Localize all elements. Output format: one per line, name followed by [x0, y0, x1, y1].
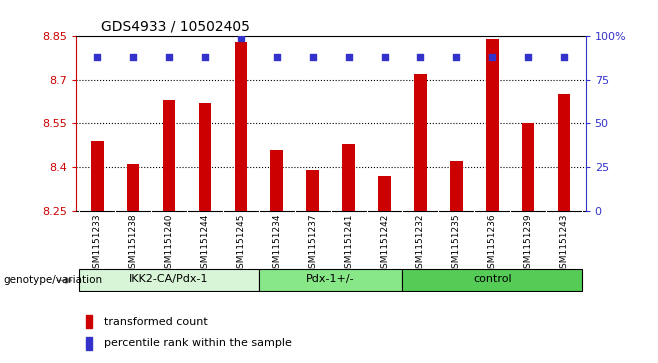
Bar [235, 42, 247, 211]
Bar [163, 100, 175, 211]
Text: Pdx-1+/-: Pdx-1+/- [307, 274, 355, 284]
Text: GSM1151235: GSM1151235 [452, 213, 461, 274]
Bar [127, 164, 139, 211]
Point [487, 54, 497, 60]
FancyBboxPatch shape [259, 269, 403, 291]
Text: genotype/variation: genotype/variation [3, 275, 103, 285]
Text: GSM1151240: GSM1151240 [164, 213, 174, 274]
Bar [378, 176, 391, 211]
Point [236, 35, 246, 41]
Point [92, 54, 103, 60]
Bar [91, 141, 103, 211]
Bar [307, 170, 319, 211]
Text: GSM1151233: GSM1151233 [93, 213, 102, 274]
FancyBboxPatch shape [403, 269, 582, 291]
Text: GSM1151245: GSM1151245 [236, 213, 245, 274]
Bar [486, 39, 499, 211]
Text: GSM1151236: GSM1151236 [488, 213, 497, 274]
Bar [270, 150, 283, 211]
Text: GSM1151242: GSM1151242 [380, 213, 389, 274]
Bar [199, 103, 211, 211]
Text: percentile rank within the sample: percentile rank within the sample [104, 338, 291, 348]
Text: IKK2-CA/Pdx-1: IKK2-CA/Pdx-1 [129, 274, 209, 284]
Point [272, 54, 282, 60]
Point [128, 54, 138, 60]
Point [415, 54, 426, 60]
Bar [86, 315, 92, 329]
Text: control: control [473, 274, 511, 284]
Bar [558, 94, 570, 211]
Point [307, 54, 318, 60]
Point [451, 54, 462, 60]
Text: GSM1151238: GSM1151238 [128, 213, 138, 274]
Bar [522, 123, 534, 211]
Text: GSM1151241: GSM1151241 [344, 213, 353, 274]
Text: GDS4933 / 10502405: GDS4933 / 10502405 [101, 20, 250, 34]
Point [559, 54, 569, 60]
Bar [342, 144, 355, 211]
Bar [414, 74, 426, 211]
Point [523, 54, 534, 60]
Text: GSM1151244: GSM1151244 [201, 213, 209, 274]
Text: GSM1151243: GSM1151243 [559, 213, 569, 274]
Point [343, 54, 354, 60]
Point [164, 54, 174, 60]
Point [199, 54, 210, 60]
Text: GSM1151237: GSM1151237 [308, 213, 317, 274]
Text: GSM1151232: GSM1151232 [416, 213, 425, 274]
FancyBboxPatch shape [79, 269, 259, 291]
Point [379, 54, 390, 60]
Text: GSM1151239: GSM1151239 [524, 213, 533, 274]
Text: transformed count: transformed count [104, 317, 207, 327]
Text: GSM1151234: GSM1151234 [272, 213, 281, 274]
Bar [450, 161, 463, 211]
Bar [86, 337, 92, 350]
